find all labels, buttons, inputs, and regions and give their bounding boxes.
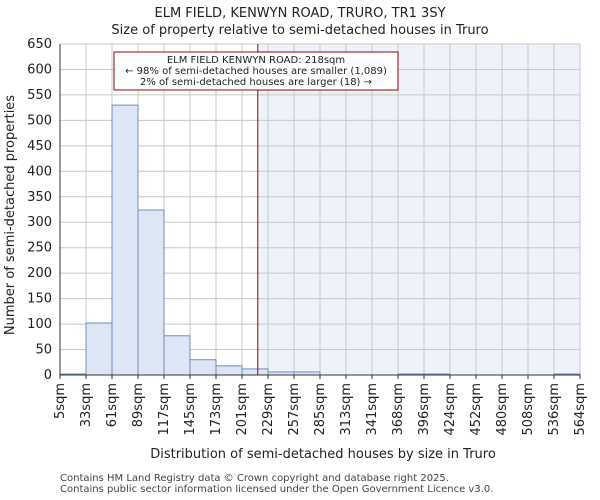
chart-subtitle: Size of property relative to semi-detach…: [111, 23, 488, 38]
annotation-box: [113, 51, 399, 91]
y-tick-label: 300: [27, 215, 52, 230]
x-tick-label: 229sqm: [261, 383, 276, 436]
x-tick-label: 145sqm: [183, 383, 198, 436]
x-tick-label: 117sqm: [157, 383, 172, 436]
histogram-bar: [137, 209, 165, 376]
plot-area: 0 50 100 150 200 250 300 350 400 450 500 550 600 650 5…: [27, 37, 588, 436]
chart-title: ELM FIELD, KENWYN ROAD, TRURO, TR1 3SY: [154, 6, 445, 21]
x-tick-label: 424sqm: [443, 383, 458, 436]
x-tick-label: 89sqm: [131, 383, 146, 427]
y-tick-label: 550: [27, 88, 52, 103]
y-tick-label: 150: [27, 292, 52, 307]
annotation-line: ELM FIELD KENWYN ROAD: 218sqm: [167, 55, 345, 66]
x-tick-label: 564sqm: [573, 383, 588, 436]
histogram-bar: [215, 365, 243, 376]
x-tick-label: 396sqm: [417, 383, 432, 436]
y-tick-label: 50: [35, 343, 52, 358]
histogram-bar: [111, 104, 139, 376]
x-tick-label: 285sqm: [313, 383, 328, 436]
histogram-bar: [241, 368, 269, 376]
y-tick-label: 400: [27, 164, 52, 179]
y-tick-label: 450: [27, 139, 52, 154]
highlight-region: [257, 44, 580, 375]
x-tick-label: 368sqm: [391, 383, 406, 436]
x-tick-label: 313sqm: [339, 383, 354, 436]
y-tick-label: 250: [27, 241, 52, 256]
x-tick-label: 536sqm: [547, 383, 562, 436]
y-tick-label: 350: [27, 190, 52, 205]
y-tick-label: 600: [27, 62, 52, 77]
x-tick-label: 480sqm: [495, 383, 510, 436]
x-tick-label: 341sqm: [365, 383, 380, 436]
x-tick-label: 508sqm: [521, 383, 536, 436]
histogram-bar: [189, 359, 217, 376]
y-tick-label: 200: [27, 266, 52, 281]
histogram-bar: [163, 335, 191, 376]
y-tick-label: 500: [27, 113, 52, 128]
histogram-bar: [85, 322, 113, 376]
y-axis-label: Number of semi-detached properties: [3, 95, 18, 335]
x-tick-label: 5sqm: [53, 383, 68, 419]
annotation-line: 2% of semi-detached houses are larger (1…: [140, 77, 372, 88]
annotation-line: ← 98% of semi-detached houses are smalle…: [125, 66, 387, 77]
x-tick-label: 452sqm: [469, 383, 484, 436]
footer-line-1: Contains HM Land Registry data © Crown c…: [60, 473, 449, 484]
x-tick-label: 33sqm: [79, 383, 94, 427]
x-tick-label: 257sqm: [287, 383, 302, 436]
y-tick-label: 100: [27, 317, 52, 332]
x-tick-label: 61sqm: [105, 383, 120, 427]
footer-line-2: Contains public sector information licen…: [60, 484, 494, 495]
x-tick-label: 173sqm: [209, 383, 224, 436]
x-axis-label: Distribution of semi-detached houses by …: [150, 447, 496, 462]
y-tick-label: 650: [27, 37, 52, 52]
y-tick-label: 0: [44, 368, 52, 383]
x-tick-label: 201sqm: [235, 383, 250, 436]
